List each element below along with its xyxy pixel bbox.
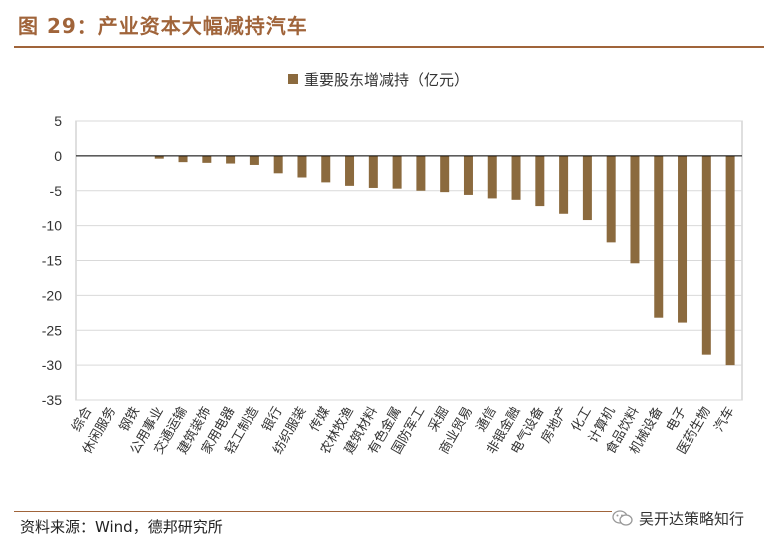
y-tick-label: -25 [42,322,62,338]
y-tick-label: -20 [42,287,62,303]
bar [511,155,521,200]
legend-swatch [288,74,298,84]
y-axis-ticks: 5 0 -5 -10 -15 -20 -25 -30 -35 [42,113,62,408]
bar [416,155,426,191]
bar-chart: 5 0 -5 -10 -15 -20 -25 -30 -35 综合休闲服务钢铁公用事业交通运输建… [42,71,743,457]
y-tick-label: -35 [42,392,62,408]
title-divider [14,46,764,48]
bar [487,155,497,199]
y-tick-label: 0 [54,148,62,164]
watermark-text: 吴开达策略知行 [639,509,745,528]
y-tick-label: -15 [42,253,62,269]
y-tick-label: -5 [50,183,63,199]
legend: 重要股东增减持（亿元） [288,71,469,89]
bar [630,155,640,264]
figure-title: 图 29：产业资本大幅减持汽车 [18,14,308,38]
bar [440,155,450,193]
y-tick-label: 5 [54,113,62,129]
bar [202,155,212,163]
x-axis-ticks: 综合休闲服务钢铁公用事业交通运输建筑装饰家用电器轻工制造银行纺织服装传媒农林牧渔… [69,404,737,457]
bar [273,155,283,174]
bar [392,155,402,189]
y-tick-label: -10 [42,218,62,234]
bar [345,155,355,186]
bar [154,155,164,159]
bar [368,155,378,188]
watermark: 吴开达策略知行 [612,504,768,532]
bar [606,155,616,243]
source-note: 资料来源：Wind，德邦研究所 [20,518,223,536]
bar [463,155,473,195]
x-tick-label: 汽车 [711,404,738,435]
legend-label: 重要股东增减持（亿元） [304,71,469,89]
bar [535,155,545,207]
bar [178,155,188,163]
bar [582,155,592,221]
wechat-icon [612,510,633,526]
bottom-divider [14,511,764,512]
bar [654,155,664,318]
bar [297,155,307,178]
y-tick-label: -30 [42,357,62,373]
bar [249,155,259,165]
bar [321,155,331,183]
bar-series [83,155,735,366]
bar [678,155,688,323]
bar [725,155,735,366]
bar [226,155,236,164]
bar [559,155,569,214]
bar [701,155,711,355]
